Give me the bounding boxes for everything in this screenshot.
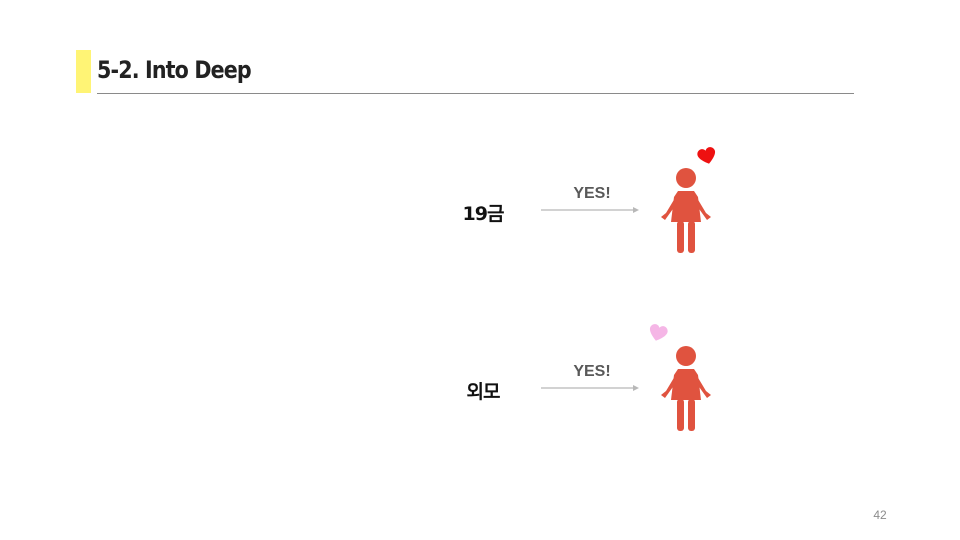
row-label: 외모 xyxy=(448,377,518,404)
arrow-caption: YES! xyxy=(552,185,632,203)
right-arrow-icon xyxy=(541,205,641,215)
woman-icon xyxy=(656,166,716,256)
right-arrow-icon xyxy=(541,383,641,393)
title-underline xyxy=(97,93,854,94)
page-number: 42 xyxy=(860,508,900,522)
title-accent-bar xyxy=(76,50,91,93)
heart-icon xyxy=(648,324,668,342)
row-label: 19금 xyxy=(448,199,518,226)
woman-icon xyxy=(656,344,716,434)
heart-icon xyxy=(697,147,717,165)
slide-title: 5-2. Into Deep xyxy=(97,56,251,84)
arrow-caption: YES! xyxy=(552,363,632,381)
